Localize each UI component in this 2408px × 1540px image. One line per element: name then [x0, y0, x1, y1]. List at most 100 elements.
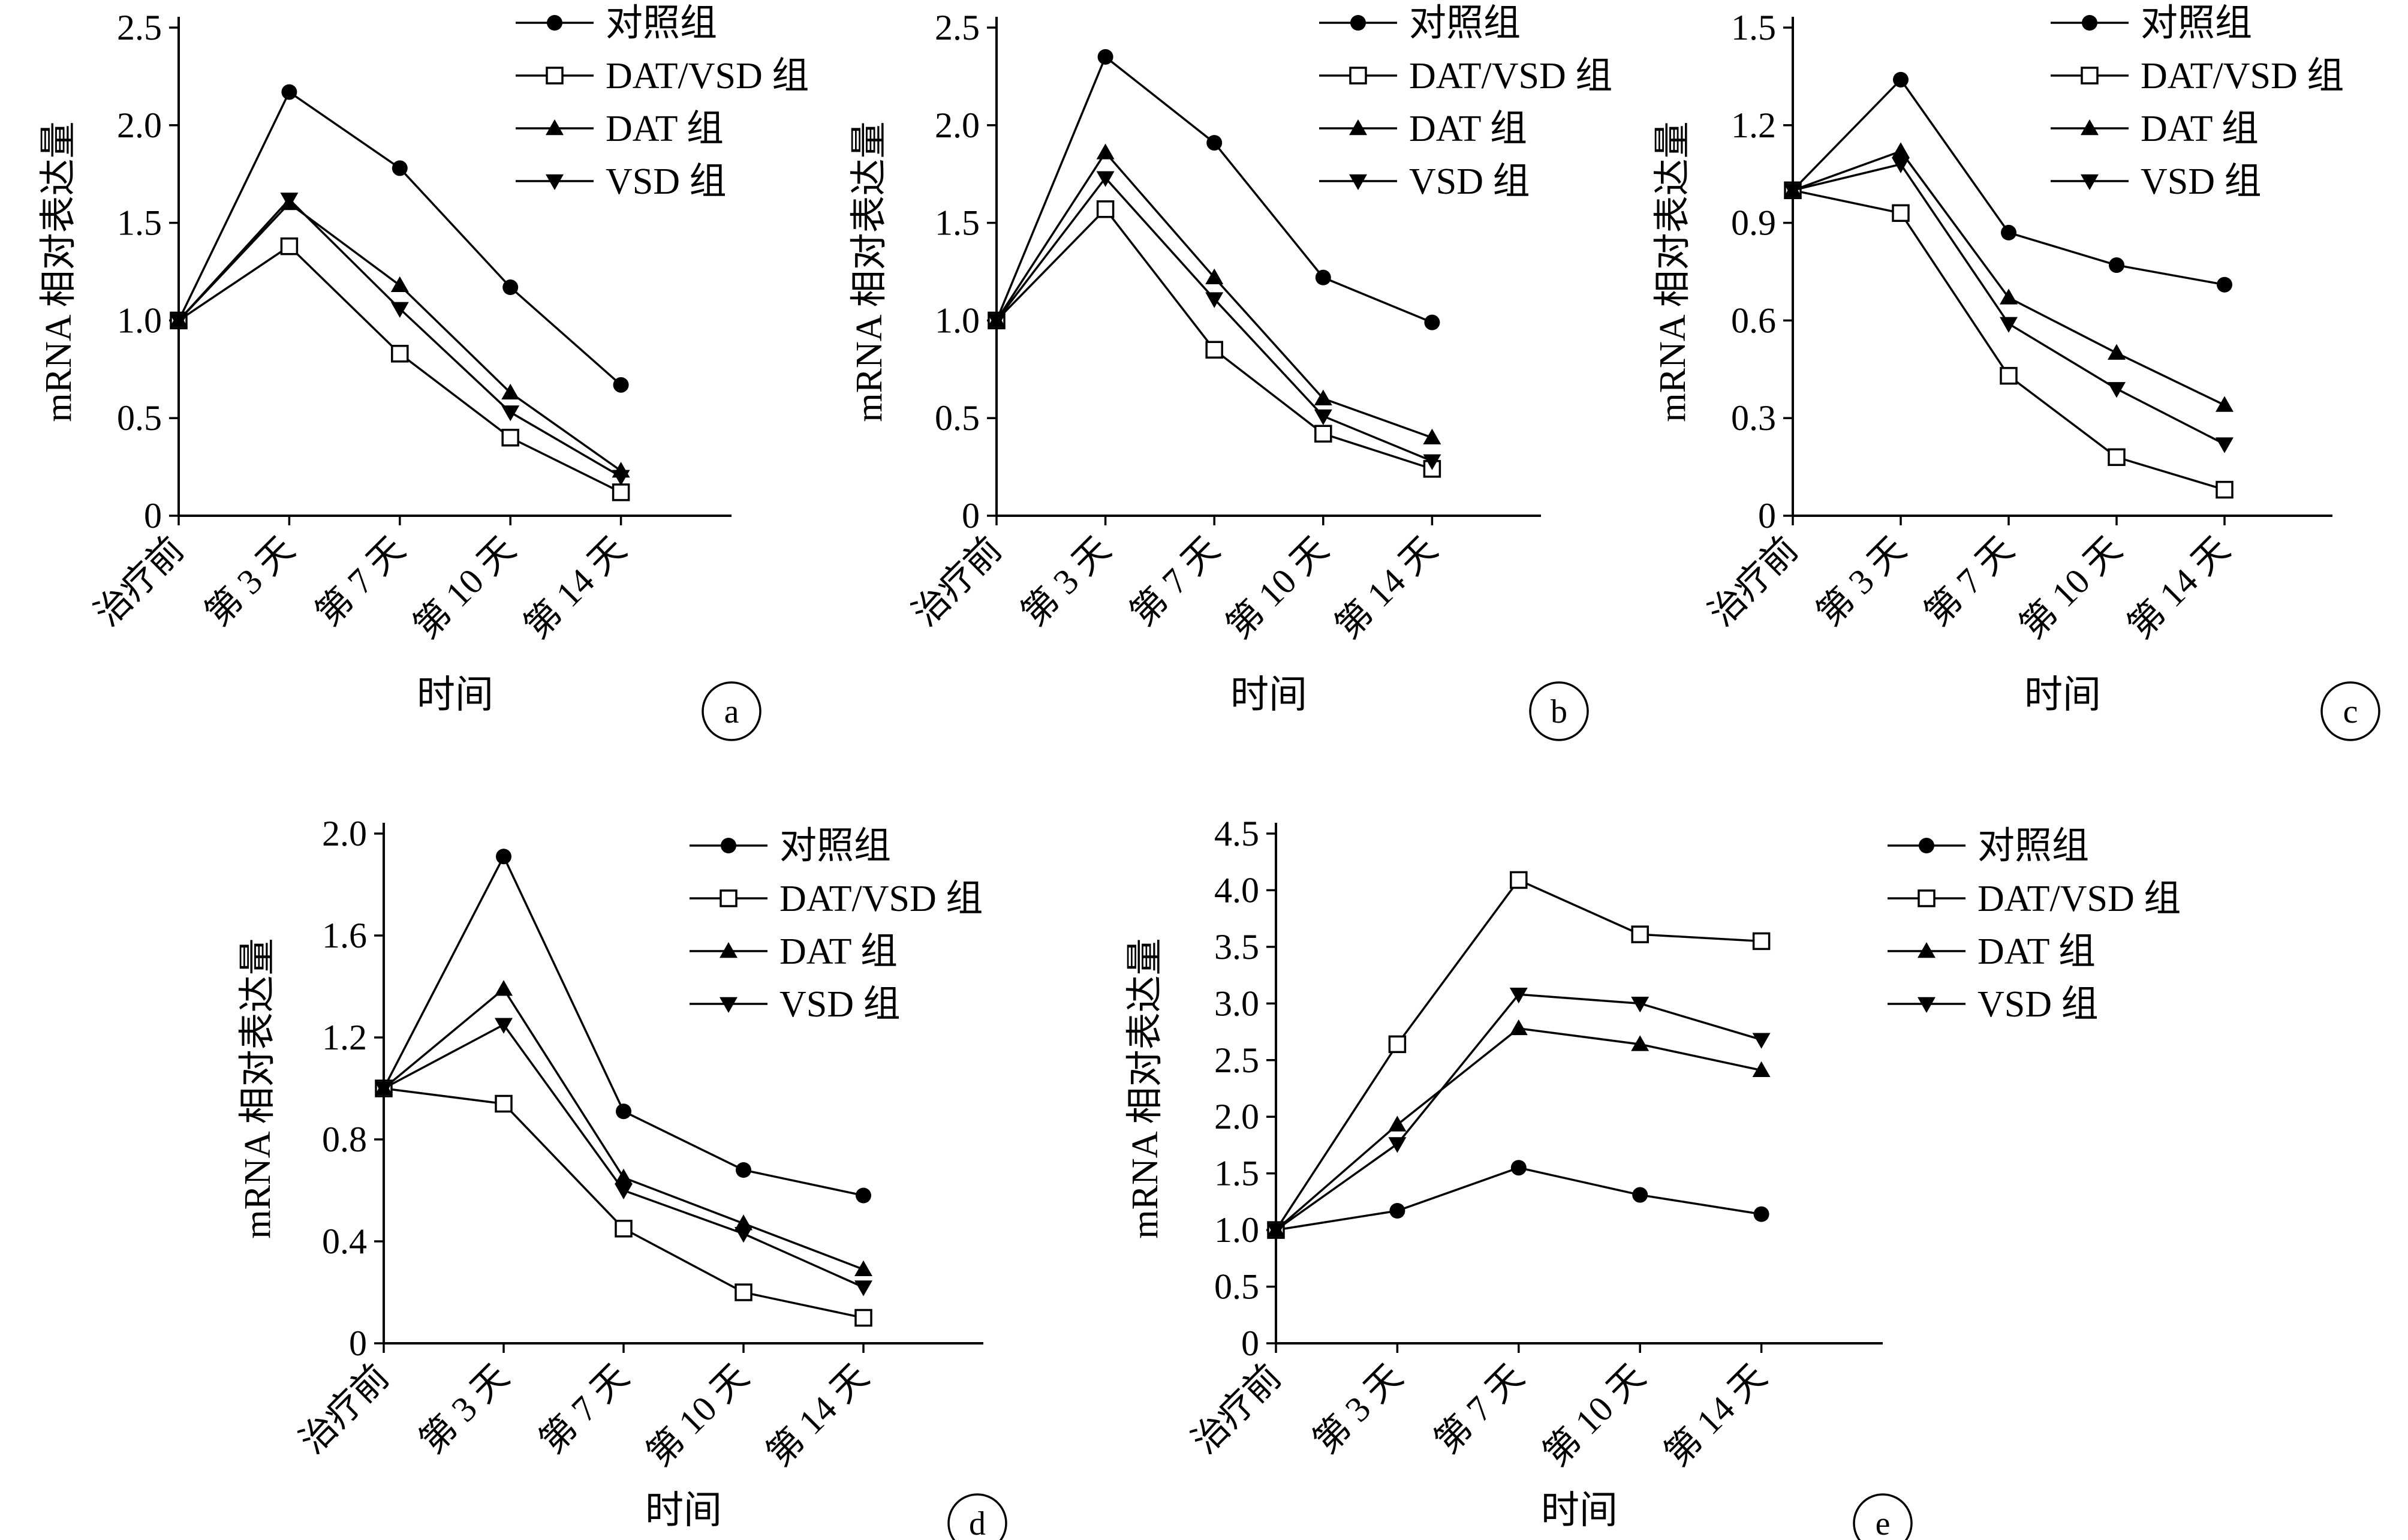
legend-marker	[1918, 942, 1936, 958]
x-axis-label: 时间	[645, 1489, 722, 1532]
data-point	[1892, 157, 1910, 173]
legend-marker	[1349, 67, 1367, 85]
legend-entry: DAT 组	[2141, 109, 2259, 149]
legend-marker	[720, 889, 738, 907]
y-tick-label: 0	[144, 496, 162, 536]
data-point	[501, 383, 520, 400]
data-point	[2000, 288, 2018, 305]
legend-entry: DAT 组	[1409, 109, 1527, 149]
data-point	[1267, 1223, 1285, 1240]
y-tick-label: 0.5	[1214, 1267, 1259, 1307]
y-tick-label: 1.6	[322, 916, 367, 955]
data-point	[735, 1214, 752, 1231]
y-tick-label: 1.5	[1214, 1154, 1259, 1193]
x-axis-label: 时间	[2024, 673, 2101, 716]
data-point	[2000, 366, 2018, 385]
data-point	[2216, 480, 2234, 499]
panel-label: e	[1876, 1505, 1891, 1540]
data-point	[1205, 292, 1224, 308]
legend-entry: DAT/VSD 组	[606, 56, 809, 97]
data-point	[1631, 997, 1650, 1013]
x-axis-label: 时间	[1541, 1489, 1618, 1532]
legend-marker	[1919, 838, 1934, 853]
data-point	[1388, 1035, 1407, 1054]
data-point	[1205, 268, 1224, 285]
legend-entry: VSD 组	[2141, 161, 2262, 202]
data-point	[1752, 1061, 1771, 1078]
data-point	[495, 1094, 513, 1113]
data-point	[390, 302, 409, 318]
y-tick-label: 1.0	[1214, 1210, 1259, 1250]
y-tick-label: 0	[349, 1324, 367, 1363]
legend-marker	[2081, 119, 2099, 136]
data-point	[390, 276, 409, 293]
data-point	[854, 1260, 872, 1276]
y-tick-label: 1.5	[1731, 8, 1776, 47]
data-point	[1510, 1160, 1527, 1176]
panel-label-circle	[1853, 1493, 1913, 1540]
panel-label-circle	[947, 1493, 1007, 1540]
legend-marker	[546, 67, 564, 85]
y-tick-label: 1.5	[935, 203, 980, 243]
legend-entry: VSD 组	[1409, 161, 1530, 202]
data-point	[616, 1103, 631, 1120]
data-point	[280, 237, 299, 255]
legend-marker	[720, 997, 738, 1013]
data-point	[988, 314, 1006, 330]
legend-entry: DAT/VSD 组	[1409, 56, 1612, 97]
data-point	[854, 1309, 872, 1327]
y-tick-label: 0	[962, 496, 980, 536]
data-point	[2001, 224, 2016, 240]
data-point	[375, 1081, 393, 1097]
data-point	[735, 1283, 752, 1301]
data-point	[612, 483, 630, 501]
data-point	[1752, 1033, 1771, 1049]
legend-marker	[546, 174, 564, 190]
legend-marker	[2082, 15, 2097, 31]
data-point	[1314, 389, 1332, 405]
y-tick-label: 0.8	[322, 1120, 367, 1159]
legend: 对照组 DAT/VSD 组 DAT 组 VSD 组	[2051, 3, 2344, 202]
y-tick-label: 1.5	[117, 203, 162, 243]
data-point	[2108, 382, 2126, 398]
y-tick-label: 4.5	[1214, 814, 1259, 853]
legend-entry: DAT/VSD 组	[779, 879, 983, 919]
y-tick-label: 4.0	[1214, 870, 1259, 910]
y-tick-label: 2.5	[117, 8, 162, 47]
legend-entry: VSD 组	[1977, 984, 2099, 1025]
data-point	[1096, 200, 1115, 218]
legend-marker	[721, 838, 736, 853]
data-point	[1752, 932, 1771, 951]
data-point	[1096, 171, 1115, 187]
data-point	[495, 980, 513, 996]
data-point	[1388, 1115, 1407, 1132]
data-point	[2000, 317, 2018, 333]
data-point	[1892, 204, 1910, 222]
legend: 对照组 DAT/VSD 组 DAT 组 VSD 组	[1319, 3, 1612, 202]
legend-marker	[546, 119, 564, 136]
y-tick-label: 1.2	[1731, 106, 1776, 145]
legend-entry: VSD 组	[606, 161, 727, 202]
x-axis-label: 时间	[1230, 673, 1307, 716]
data-point	[1509, 987, 1528, 1004]
legend-entry: 对照组	[2141, 3, 2252, 44]
panel-label-circle	[2320, 681, 2380, 741]
legend-entry: VSD 组	[779, 984, 901, 1025]
data-point	[1753, 1206, 1769, 1222]
data-point	[1631, 925, 1649, 943]
y-tick-label: 0.6	[1731, 300, 1776, 340]
panel-label: a	[724, 693, 739, 730]
y-tick-label: 0	[1758, 496, 1776, 536]
legend-entry: DAT 组	[1977, 931, 2096, 972]
legend-marker	[547, 15, 562, 31]
data-point	[2216, 437, 2234, 453]
y-tick-label: 2.0	[1214, 1097, 1259, 1136]
legend-entry: DAT/VSD 组	[2141, 56, 2344, 97]
panel-label-circle	[1529, 681, 1589, 741]
chart-panel-d: 00.40.81.21.62.0治疗前第 3 天第 7 天第 10 天第 14 …	[237, 814, 1007, 1540]
legend-entry: 对照组	[1409, 3, 1521, 44]
data-point	[496, 849, 511, 865]
legend-marker	[1349, 174, 1367, 190]
legend-entry: DAT/VSD 组	[1977, 879, 2181, 919]
